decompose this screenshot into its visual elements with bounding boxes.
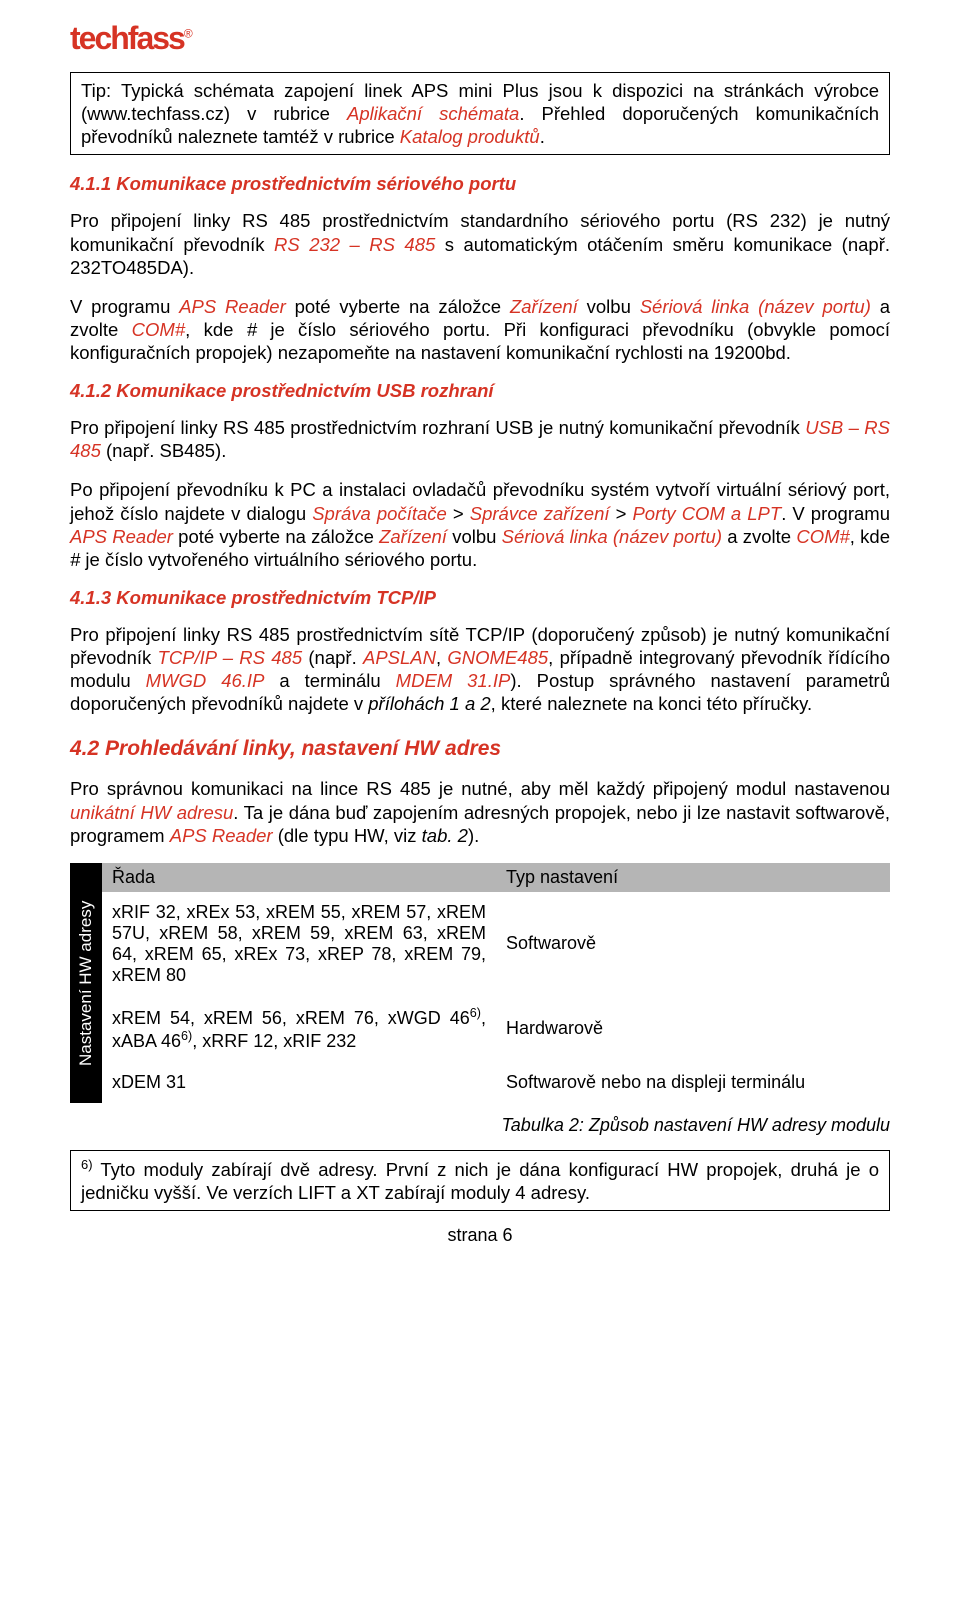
txt: je číslo vytvořeného virtuálního sériové… (80, 549, 477, 570)
para-411a: Pro připojení linky RS 485 prostřednictv… (70, 209, 890, 278)
txt: , které naleznete na konci této příručky… (491, 693, 813, 714)
table-row: xREM 54, xREM 56, xREM 76, xWGD 466), xA… (102, 996, 890, 1062)
footnote-sup: 6) (81, 1157, 93, 1172)
red-txt: APS Reader (170, 825, 273, 846)
txt: Pro správnou komunikaci na lince RS 485 … (70, 778, 890, 799)
red-txt: Správa počítače (312, 503, 447, 524)
red-txt: APSLAN (363, 647, 436, 668)
red-txt: COM# (132, 319, 185, 340)
table-cell: xREM 54, xREM 56, xREM 76, xWGD 466), xA… (102, 996, 496, 1062)
red-txt: unikátní HW adresu (70, 802, 233, 823)
txt: . V programu (781, 503, 890, 524)
heading-413: 4.1.3 Komunikace prostřednictvím TCP/IP (70, 587, 890, 609)
table-header-col2: Typ nastavení (496, 863, 890, 892)
table-cell: xDEM 31 (102, 1062, 496, 1103)
txt: > (610, 503, 633, 524)
table-caption: Tabulka 2: Způsob nastavení HW adresy mo… (70, 1115, 890, 1136)
red-txt: Zařízení (379, 526, 447, 547)
footnote-box: 6) Tyto moduly zabírají dvě adresy. Prvn… (70, 1150, 890, 1211)
table-row: xDEM 31 Softwarově nebo na displeji term… (102, 1062, 890, 1103)
tip-red-2: Katalog produktů (400, 126, 540, 147)
tip-text-3: . (540, 126, 545, 147)
hw-address-table: Řada Typ nastavení xRIF 32, xREx 53, xRE… (102, 863, 890, 1103)
txt: (např. SB485). (101, 440, 226, 461)
logo: techfass® (70, 20, 890, 57)
red-txt: COM# (796, 526, 849, 547)
para-412a: Pro připojení linky RS 485 prostřednictv… (70, 416, 890, 462)
txt: (dle typu HW, viz (273, 825, 422, 846)
table-cell: Softwarově (496, 892, 890, 996)
txt: V programu (70, 296, 179, 317)
footnote-text: Tyto moduly zabírají dvě adresy. První z… (81, 1159, 879, 1203)
red-txt: Sériová linka (název portu) (640, 296, 871, 317)
red-txt: MDEM 31.IP (396, 670, 511, 691)
tip-box: Tip: Typická schémata zapojení linek APS… (70, 72, 890, 155)
italic-txt: přílohách 1 a 2 (368, 693, 490, 714)
document-page: techfass® Tip: Typická schémata zapojení… (0, 0, 960, 1276)
txt: volbu (578, 296, 640, 317)
txt: a zvolte (722, 526, 796, 547)
table-row: xRIF 32, xREx 53, xREM 55, xREM 57, xREM… (102, 892, 890, 996)
heading-42: 4.2 Prohledávání linky, nastavení HW adr… (70, 737, 890, 761)
table-container: Nastavení HW adresy Řada Typ nastavení x… (70, 863, 890, 1103)
tip-red-1: Aplikační schémata (347, 103, 519, 124)
table-header-col1: Řada (102, 863, 496, 892)
heading-412: 4.1.2 Komunikace prostřednictvím USB roz… (70, 380, 890, 402)
page-number: strana 6 (70, 1225, 890, 1246)
para-413: Pro připojení linky RS 485 prostřednictv… (70, 623, 890, 716)
italic-txt: tab. 2 (422, 825, 468, 846)
red-txt: Správce zařízení (470, 503, 610, 524)
txt: , kde (850, 526, 890, 547)
red-txt: RS 232 – RS 485 (274, 234, 435, 255)
txt: , kde (185, 319, 247, 340)
para-412b: Po připojení převodníku k PC a instalaci… (70, 478, 890, 571)
txt: volbu (447, 526, 502, 547)
red-txt: GNOME485 (447, 647, 548, 668)
txt: poté vyberte na záložce (286, 296, 510, 317)
txt: , (436, 647, 447, 668)
para-411b: V programu APS Reader poté vyberte na zá… (70, 295, 890, 364)
txt: (např. (302, 647, 363, 668)
italic-txt: # (70, 549, 80, 570)
table-side-label: Nastavení HW adresy (70, 863, 102, 1103)
red-txt: TCP/IP – RS 485 (158, 647, 303, 668)
txt: > (447, 503, 470, 524)
logo-registered: ® (184, 26, 191, 40)
table-header-row: Řada Typ nastavení (102, 863, 890, 892)
red-txt: APS Reader (179, 296, 286, 317)
red-txt: Zařízení (510, 296, 578, 317)
table-cell: Softwarově nebo na displeji terminálu (496, 1062, 890, 1103)
italic-txt: # (247, 319, 257, 340)
red-txt: Sériová linka (název portu) (502, 526, 722, 547)
table-cell: Hardwarově (496, 996, 890, 1062)
txt: poté vyberte na záložce (173, 526, 379, 547)
heading-411: 4.1.1 Komunikace prostřednictvím sériové… (70, 173, 890, 195)
para-42: Pro správnou komunikaci na lince RS 485 … (70, 777, 890, 846)
txt: a terminálu (264, 670, 395, 691)
table-cell: xRIF 32, xREx 53, xREM 55, xREM 57, xREM… (102, 892, 496, 996)
logo-text: techfass® (70, 20, 191, 57)
logo-brand: techfass (70, 20, 184, 56)
txt: ). (468, 825, 479, 846)
txt: Pro připojení linky RS 485 prostřednictv… (70, 417, 805, 438)
red-txt: APS Reader (70, 526, 173, 547)
red-txt: MWGD 46.IP (146, 670, 265, 691)
red-txt: Porty COM a LPT (632, 503, 781, 524)
